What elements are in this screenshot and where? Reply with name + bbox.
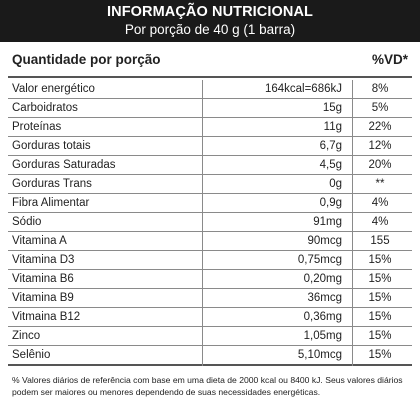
table-row: Valor energético 164kcal=686kJ 8% bbox=[8, 80, 412, 99]
nutrient-daily-value: 15% bbox=[368, 349, 392, 361]
nutrient-daily-value: 155 bbox=[370, 235, 390, 247]
nutrient-daily-value: 15% bbox=[368, 330, 392, 342]
nutrient-name: Vitamina B6 bbox=[12, 273, 74, 285]
table-row: Proteínas 11g 22% bbox=[8, 118, 412, 137]
nutrition-title: INFORMAÇÃO NUTRICIONAL bbox=[107, 4, 313, 20]
nutrient-daily-value: 4% bbox=[371, 197, 389, 209]
nutrient-amount: 36mcg bbox=[307, 292, 342, 304]
nutrient-daily-value: 20% bbox=[368, 159, 392, 171]
nutrient-daily-value: 15% bbox=[368, 273, 392, 285]
nutrient-daily-value: 8% bbox=[371, 83, 389, 95]
nutrient-amount: 91mg bbox=[313, 216, 342, 228]
table-row: Carboidratos 15g 5% bbox=[8, 99, 412, 118]
nutrient-name: Fibra Alimentar bbox=[12, 197, 90, 209]
nutrient-amount: 4,5g bbox=[319, 159, 342, 171]
table-row: Fibra Alimentar 0,9g 4% bbox=[8, 194, 412, 213]
nutrient-amount: 90mcg bbox=[307, 235, 342, 247]
table-row: Zinco 1,05mg 15% bbox=[8, 327, 412, 346]
column-divider-vd bbox=[352, 80, 353, 366]
nutrition-header: INFORMAÇÃO NUTRICIONAL Por porção de 40 … bbox=[0, 0, 420, 42]
nutrient-amount: 15g bbox=[322, 102, 342, 114]
nutrient-amount: 6,7g bbox=[319, 140, 342, 152]
header-divider bbox=[8, 76, 412, 78]
nutrient-amount: 1,05mg bbox=[303, 330, 342, 342]
table-row: Sódio 91mg 4% bbox=[8, 213, 412, 232]
nutrient-name: Carboidratos bbox=[12, 102, 78, 114]
nutrient-amount: 5,10mcg bbox=[297, 349, 342, 361]
nutrient-daily-value: 22% bbox=[368, 121, 392, 133]
nutrient-name: Vitamina D3 bbox=[12, 254, 75, 266]
nutrient-amount: 0,20mg bbox=[303, 273, 342, 285]
serving-size-subtitle: Por porção de 40 g (1 barra) bbox=[124, 22, 296, 37]
nutrient-name: Valor energético bbox=[12, 83, 95, 95]
nutrient-amount: 11g bbox=[323, 121, 342, 133]
column-header-quantity: Quantidade por porção bbox=[12, 52, 161, 67]
table-row: Vitamina A 90mcg 155 bbox=[8, 232, 412, 251]
nutrient-daily-value: 4% bbox=[371, 216, 389, 228]
table-row: Gorduras Saturadas 4,5g 20% bbox=[8, 156, 412, 175]
nutrient-name: Vitamina A bbox=[12, 235, 67, 247]
nutrient-name: Vitmaina B12 bbox=[12, 311, 81, 323]
daily-value-footnote: % Valores diários de referência com base… bbox=[12, 375, 403, 397]
nutrient-daily-value: 5% bbox=[371, 102, 389, 114]
nutrient-amount: 0,9g bbox=[319, 197, 342, 209]
nutrient-amount: 0g bbox=[329, 178, 342, 190]
nutrient-name: Proteínas bbox=[12, 121, 62, 133]
nutrient-name: Selênio bbox=[12, 349, 51, 361]
table-row: Vitmaina B12 0,36mg 15% bbox=[8, 308, 412, 327]
table-row: Vitamina D3 0,75mcg 15% bbox=[8, 251, 412, 270]
nutrient-daily-value: ** bbox=[375, 178, 385, 190]
nutrient-name: Zinco bbox=[12, 330, 41, 342]
nutrient-daily-value: 15% bbox=[368, 254, 392, 266]
nutrient-name: Gorduras Saturadas bbox=[12, 159, 116, 171]
nutrient-daily-value: 15% bbox=[368, 311, 392, 323]
table-row: Gorduras Trans 0g ** bbox=[8, 175, 412, 194]
nutrition-table: Valor energético 164kcal=686kJ 8% Carboidra… bbox=[8, 80, 412, 366]
nutrient-name: Vitamina B9 bbox=[12, 292, 74, 304]
column-divider-amount bbox=[202, 80, 203, 366]
nutrient-name: Sódio bbox=[12, 216, 42, 228]
column-header-daily-value: %VD* bbox=[371, 52, 408, 67]
nutrient-name: Gorduras Trans bbox=[12, 178, 92, 190]
nutrient-name: Gorduras totais bbox=[12, 140, 91, 152]
table-row: Selênio 5,10mcg 15% bbox=[8, 346, 412, 366]
table-row: Gorduras totais 6,7g 12% bbox=[8, 137, 412, 156]
nutrient-amount: 0,36mg bbox=[303, 311, 342, 323]
nutrient-amount: 0,75mcg bbox=[297, 254, 342, 266]
table-row: Vitamina B9 36mcg 15% bbox=[8, 289, 412, 308]
nutrient-daily-value: 15% bbox=[368, 292, 392, 304]
table-row: Vitamina B6 0,20mg 15% bbox=[8, 270, 412, 289]
nutrient-daily-value: 12% bbox=[368, 140, 392, 152]
nutrient-amount: 164kcal=686kJ bbox=[264, 83, 342, 95]
